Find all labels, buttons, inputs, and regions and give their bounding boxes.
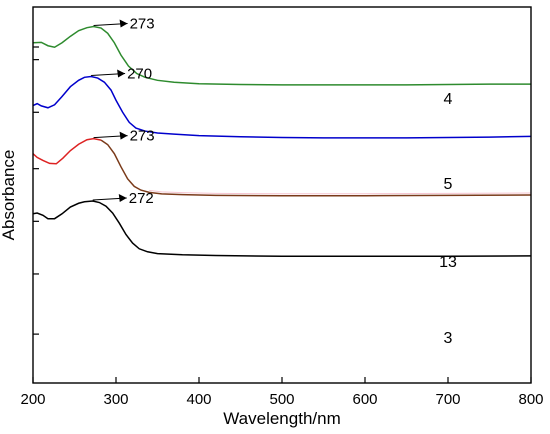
series-label-3: 3 — [444, 330, 453, 347]
peak-label-4: 273 — [130, 16, 155, 33]
series-line-5 — [32, 75, 532, 139]
series-line-13-tail — [100, 139, 532, 197]
x-tick-label: 800 — [518, 391, 543, 408]
x-axis-title: Wavelength/nm — [223, 409, 340, 428]
peak-arrowhead — [119, 19, 128, 28]
ticks-layer: 200 300 400 500 600 700 800 — [20, 46, 544, 408]
labels-layer: 273 4 270 5 273 13 272 3 — [91, 16, 457, 347]
x-tick-label: 300 — [103, 391, 128, 408]
series-line-4 — [32, 25, 531, 86]
series-noise-13 — [149, 189, 532, 195]
series-line-13 — [32, 137, 102, 165]
peak-label-13: 273 — [130, 128, 155, 145]
peak-arrowhead — [117, 69, 126, 78]
peak-arrowhead — [119, 131, 128, 140]
series-layer — [32, 25, 532, 258]
y-axis-title: Absorbance — [0, 150, 18, 241]
series-label-13: 13 — [439, 254, 457, 271]
peak-label-5: 270 — [127, 66, 152, 83]
peak-label-3: 272 — [129, 190, 154, 207]
series-label-5: 5 — [444, 176, 453, 193]
x-tick-label: 500 — [269, 391, 294, 408]
peak-arrowhead — [118, 194, 127, 203]
plot-frame — [32, 6, 532, 384]
x-tick-label: 400 — [186, 391, 211, 408]
series-label-4: 4 — [444, 91, 453, 108]
series-line-3 — [32, 200, 532, 258]
x-tick-label: 700 — [435, 391, 460, 408]
x-tick-label: 600 — [352, 391, 377, 408]
x-tick-label: 200 — [20, 391, 45, 408]
